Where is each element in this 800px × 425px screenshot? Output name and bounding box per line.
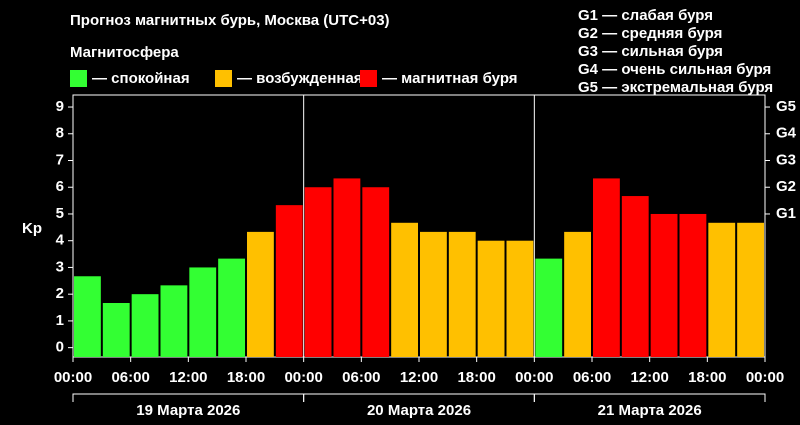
bar: [160, 285, 188, 357]
x-tick-label: 00:00: [515, 369, 553, 386]
bar: [650, 213, 678, 357]
storm-scale-item: G5 — экстремальная буря: [578, 79, 773, 96]
storm-scale-item: G2 — средняя буря: [578, 25, 722, 42]
chart-title: Прогноз магнитных бурь, Москва (UTC+03): [70, 12, 390, 29]
x-tick-label: 18:00: [688, 369, 726, 386]
storm-scale-item: G1 — слабая буря: [578, 7, 713, 24]
y2-tick-label: G5: [776, 98, 796, 115]
bar: [189, 267, 217, 357]
bar: [708, 222, 736, 357]
y2-tick-label: G3: [776, 151, 796, 168]
bar: [448, 231, 476, 357]
y-tick-label: 2: [56, 285, 64, 302]
x-tick-label: 18:00: [227, 369, 265, 386]
bar: [275, 205, 303, 357]
x-tick-label: 18:00: [457, 369, 495, 386]
x-tick-label: 12:00: [400, 369, 438, 386]
bar: [621, 196, 649, 357]
y-tick-label: 7: [56, 151, 64, 168]
y-tick-label: 8: [56, 125, 64, 142]
day-label: 21 Марта 2026: [598, 402, 702, 419]
bar: [102, 302, 130, 357]
bar: [679, 213, 707, 357]
subtitle: Магнитосфера: [70, 44, 179, 61]
y-tick-label: 3: [56, 258, 64, 275]
x-tick-label: 06:00: [111, 369, 149, 386]
day-label: 20 Марта 2026: [367, 402, 471, 419]
y-axis-label: Kp: [22, 220, 42, 237]
bar: [304, 187, 332, 357]
bar: [535, 258, 563, 357]
storm-scale-item: G4 — очень сильная буря: [578, 61, 771, 78]
x-tick-label: 00:00: [746, 369, 784, 386]
legend-swatch: [360, 70, 377, 87]
legend-label: — спокойная: [92, 70, 190, 87]
y2-tick-label: G4: [776, 125, 797, 142]
x-tick-label: 06:00: [573, 369, 611, 386]
bar: [247, 231, 274, 357]
y-tick-label: 5: [56, 205, 64, 222]
x-tick-label: 00:00: [54, 369, 92, 386]
bar: [333, 178, 361, 357]
bar: [131, 294, 159, 357]
y2-tick-label: G2: [776, 178, 796, 195]
bar: [420, 231, 447, 357]
bar: [737, 222, 764, 357]
bar: [506, 240, 534, 357]
day-label: 19 Марта 2026: [136, 402, 240, 419]
legend-label: — магнитная буря: [382, 70, 518, 87]
bar: [564, 231, 591, 357]
y-tick-label: 1: [56, 312, 64, 329]
storm-scale-item: G3 — сильная буря: [578, 43, 723, 60]
bar: [74, 276, 101, 357]
x-tick-label: 12:00: [169, 369, 207, 386]
y-tick-label: 6: [56, 178, 64, 195]
y2-tick-label: G1: [776, 205, 796, 222]
y-tick-label: 9: [56, 98, 64, 115]
x-tick-label: 00:00: [284, 369, 322, 386]
legend-label: — возбужденная: [237, 70, 363, 87]
bar: [218, 258, 245, 357]
legend-swatch: [215, 70, 232, 87]
y-tick-label: 4: [56, 232, 65, 249]
bar: [362, 187, 390, 357]
bar: [391, 222, 418, 357]
y-tick-label: 0: [56, 339, 64, 356]
x-tick-label: 06:00: [342, 369, 380, 386]
day-bracket: [533, 393, 766, 402]
legend-swatch: [70, 70, 87, 87]
bar: [593, 178, 620, 357]
bar: [477, 240, 505, 357]
x-tick-label: 12:00: [630, 369, 668, 386]
